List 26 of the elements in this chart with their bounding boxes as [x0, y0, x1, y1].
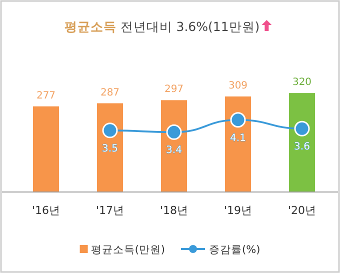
data-label: 320 [292, 77, 312, 88]
data-label: 309 [228, 80, 248, 92]
bar [161, 100, 187, 192]
data-label: 3.6 [294, 142, 310, 153]
bar [97, 103, 123, 192]
data-label: 287 [100, 87, 120, 98]
data-label: 277 [36, 90, 56, 102]
point [102, 122, 118, 138]
legend-label: 평균소득(만원) [90, 244, 166, 256]
x-tick-label: '17년 [96, 204, 124, 217]
data-label: 3.4 [166, 145, 182, 156]
data-label: 297 [164, 84, 184, 96]
data-label: 4.1 [230, 132, 246, 144]
x-tick-label: '19년 [224, 204, 252, 217]
bar [225, 96, 251, 192]
point [230, 112, 246, 128]
bar [289, 93, 315, 192]
chart-title: 평균소득 전년대비 3.6%(11만원) [64, 19, 260, 34]
point [166, 124, 182, 140]
x-tick-label: '18년 [160, 204, 188, 217]
x-tick-label: '16년 [32, 204, 60, 217]
point [294, 120, 310, 136]
data-label: 3.5 [102, 143, 118, 154]
x-tick-label: '20년 [288, 204, 316, 217]
legend-label: 증감률(%) [209, 244, 260, 256]
bar [33, 106, 59, 192]
